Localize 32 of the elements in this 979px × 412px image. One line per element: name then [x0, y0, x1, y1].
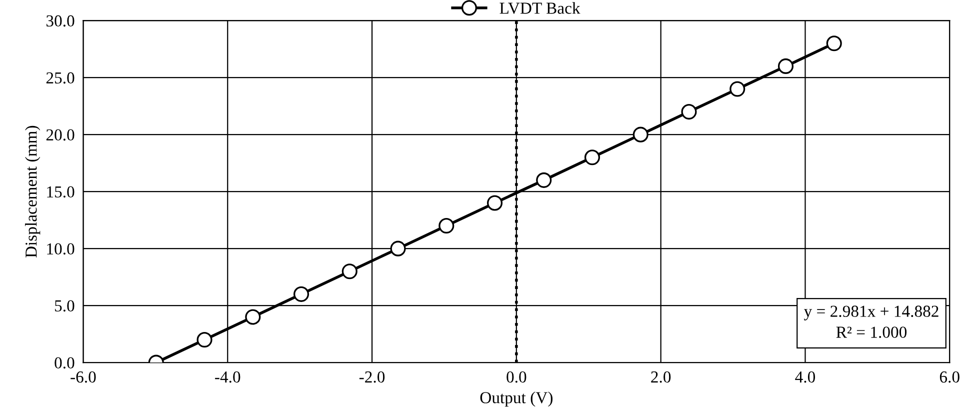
y-tick-label: 10.0 — [47, 243, 74, 255]
x-tick-label: -6.0 — [70, 371, 96, 383]
legend-label: LVDT Back — [500, 2, 580, 14]
point — [826, 36, 842, 52]
x-tick-label: 2.0 — [651, 371, 671, 383]
y-tick-label: 20.0 — [46, 129, 74, 141]
point — [486, 195, 503, 211]
point — [536, 172, 552, 188]
point — [196, 332, 212, 348]
y-tick-label: 15.0 — [47, 186, 74, 198]
y-tick-label: 0.0 — [54, 357, 74, 369]
y-tick-label: 30.0 — [46, 15, 74, 27]
x-tick-label: -4.0 — [215, 371, 240, 383]
point — [245, 309, 261, 325]
y-axis-title: Displacement (mm) — [25, 126, 40, 258]
point — [730, 81, 746, 97]
y-tick-label: 5.0 — [55, 300, 74, 312]
point — [438, 218, 454, 234]
point — [293, 286, 310, 302]
x-tick-label: 4.0 — [795, 371, 816, 383]
point — [778, 58, 794, 74]
x-tick-label: -2.0 — [359, 371, 385, 383]
y-tick-label: 25.0 — [46, 72, 74, 84]
x-tick-label: 0.0 — [506, 371, 526, 383]
point — [632, 126, 648, 142]
point — [342, 264, 358, 280]
point — [390, 240, 406, 256]
point — [584, 150, 600, 166]
x-axis-title: Output (V) — [480, 392, 552, 407]
x-tick-label: 6.0 — [940, 371, 960, 383]
point — [681, 104, 697, 120]
annotation: y = 2.981x + 14.882 R² = 1.000 — [804, 306, 938, 338]
